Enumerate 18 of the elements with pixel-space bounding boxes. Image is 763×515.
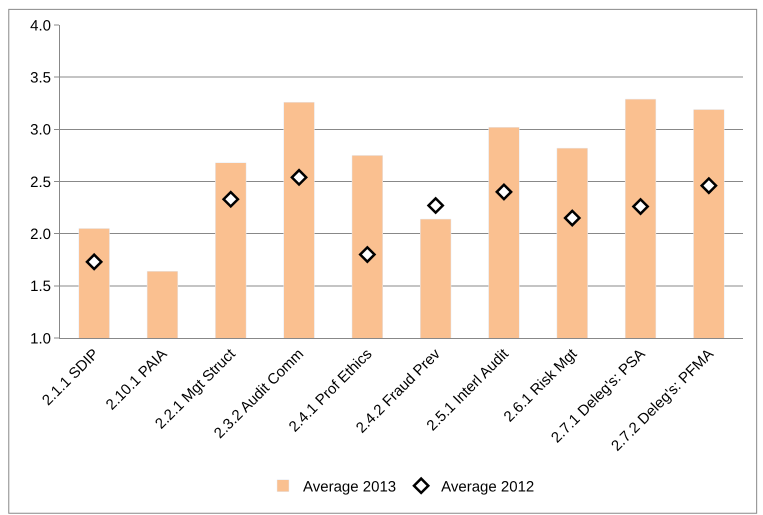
point [564, 210, 581, 226]
point [427, 197, 444, 214]
legend-label: Average 2013 [303, 478, 396, 496]
y-tick-label: 3.5 [30, 69, 51, 86]
point [222, 190, 240, 208]
point [632, 198, 649, 215]
point [290, 168, 308, 186]
point [496, 184, 512, 200]
point [86, 253, 103, 270]
y-tick-label: 1.5 [30, 278, 51, 296]
legend-label: Average 2012 [441, 478, 534, 496]
y-tick-label: 2.5 [30, 174, 51, 191]
point [358, 246, 376, 263]
y-tick-label: 3.0 [30, 122, 51, 139]
y-tick-label: 1.0 [30, 330, 51, 348]
y-tick-label: 4.0 [30, 17, 51, 34]
y-tick-label: 2.0 [30, 226, 51, 243]
point [700, 177, 718, 194]
